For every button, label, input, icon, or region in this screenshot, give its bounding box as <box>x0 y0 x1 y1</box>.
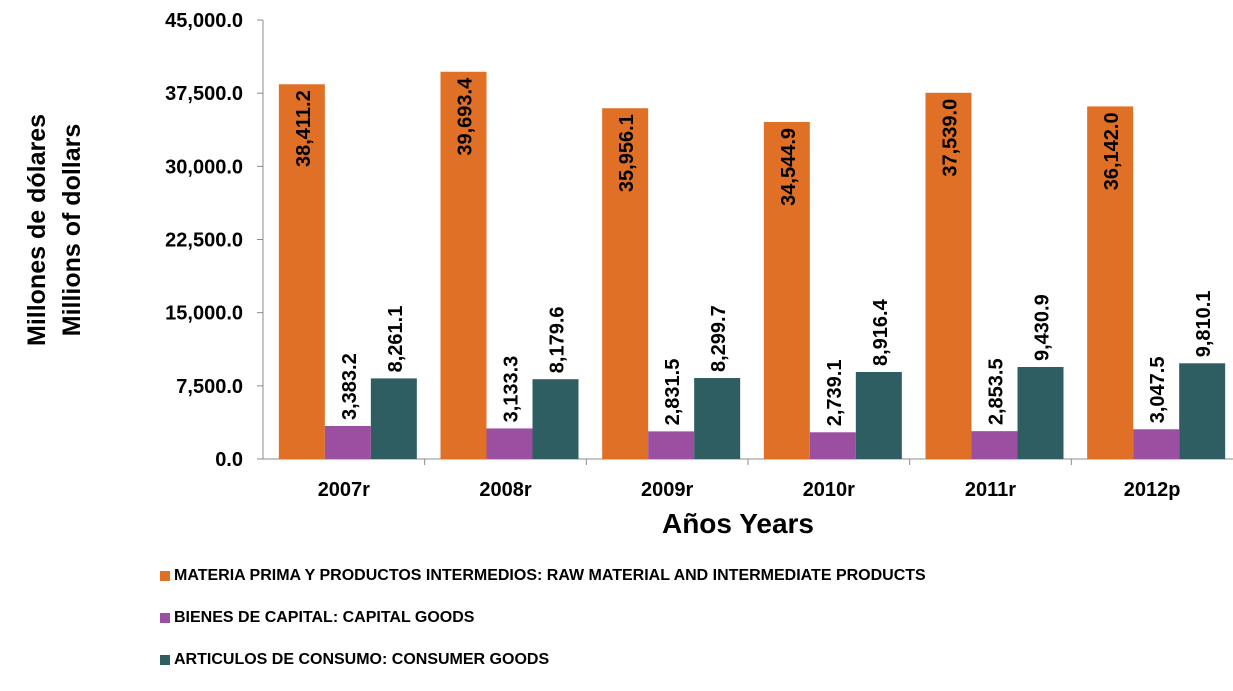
legend-item-consumer-goods: ARTICULOS DE CONSUMO: CONSUMER GOODS <box>160 649 926 671</box>
legend-item-raw-material: MATERIA PRIMA Y PRODUCTOS INTERMEDIOS: R… <box>160 565 926 587</box>
data-label: 39,693.4 <box>455 77 477 156</box>
legend-item-capital-goods: BIENES DE CAPITAL: CAPITAL GOODS <box>160 607 926 629</box>
legend-label-raw-material: MATERIA PRIMA Y PRODUCTOS INTERMEDIOS: R… <box>174 567 926 584</box>
data-label: 38,411.2 <box>293 90 315 167</box>
y-tick-label: 30,000.0 <box>165 156 243 178</box>
bar <box>971 431 1018 459</box>
bar <box>324 425 371 459</box>
bar <box>763 121 810 460</box>
x-tick-label: 2008r <box>479 479 531 501</box>
bar <box>440 71 487 459</box>
x-tick-label: 2010r <box>803 479 855 501</box>
legend-swatch-capital-goods <box>160 613 170 623</box>
data-label: 3,383.2 <box>339 353 361 420</box>
bar <box>1087 106 1134 460</box>
bar <box>1133 429 1180 459</box>
bar-chart: 0.0 7,500.0 15,000.0 22,500.0 30,000.0 37,500… <box>23 10 1233 539</box>
legend-swatch-consumer-goods <box>160 655 170 665</box>
legend-swatch-raw-material <box>160 571 170 581</box>
bar <box>278 84 325 459</box>
legend-label-capital-goods: BIENES DE CAPITAL: CAPITAL GOODS <box>174 609 475 626</box>
y-tick-label: 22,500.0 <box>165 230 243 252</box>
bar <box>809 432 856 459</box>
x-tick-label: 2012p <box>1124 479 1181 501</box>
data-label: 37,539.0 <box>940 99 962 177</box>
data-label: 9,810.1 <box>1193 291 1215 358</box>
y-axis-title-line1: Millones de dólares <box>23 114 51 346</box>
data-label: 2,739.1 <box>824 360 846 427</box>
bar <box>648 431 695 459</box>
data-label: 35,956.1 <box>616 114 638 192</box>
y-tick-label: 45,000.0 <box>165 10 243 32</box>
data-label: 9,430.9 <box>1032 294 1054 361</box>
y-tick-label: 37,500.0 <box>165 83 243 105</box>
chart-area: 0.0 7,500.0 15,000.0 22,500.0 30,000.0 37,500… <box>23 10 1233 539</box>
bar <box>486 428 533 459</box>
data-label: 8,179.6 <box>547 306 569 373</box>
data-label: 2,853.5 <box>986 358 1008 425</box>
data-label: 8,299.7 <box>708 305 730 372</box>
y-tick-label: 15,000.0 <box>165 303 243 325</box>
legend: MATERIA PRIMA Y PRODUCTOS INTERMEDIOS: R… <box>160 565 926 691</box>
bar <box>694 378 741 459</box>
bar <box>602 108 649 459</box>
x-axis-title: Años Years <box>662 508 814 539</box>
data-label: 3,133.3 <box>501 356 523 423</box>
legend-label-consumer-goods: ARTICULOS DE CONSUMO: CONSUMER GOODS <box>174 651 550 668</box>
data-label: 2,831.5 <box>662 359 684 426</box>
data-label: 3,047.5 <box>1147 357 1169 424</box>
y-tick-label: 7,500.0 <box>176 376 243 398</box>
bar <box>925 92 972 460</box>
bar <box>1017 366 1064 459</box>
bar <box>1179 363 1226 459</box>
bar <box>532 379 579 459</box>
y-axis-title-line2: Millions of dollars <box>58 124 86 337</box>
bar <box>855 372 902 459</box>
data-label: 8,916.4 <box>870 298 892 366</box>
bar <box>370 378 417 459</box>
data-label: 8,261.1 <box>385 306 407 373</box>
x-tick-label: 2007r <box>318 479 370 501</box>
x-tick-label: 2009r <box>641 479 693 501</box>
x-tick-label: 2011r <box>965 479 1016 501</box>
data-label: 34,544.9 <box>778 128 800 206</box>
data-label: 36,142.0 <box>1101 112 1123 190</box>
y-tick-label: 0.0 <box>215 449 243 471</box>
